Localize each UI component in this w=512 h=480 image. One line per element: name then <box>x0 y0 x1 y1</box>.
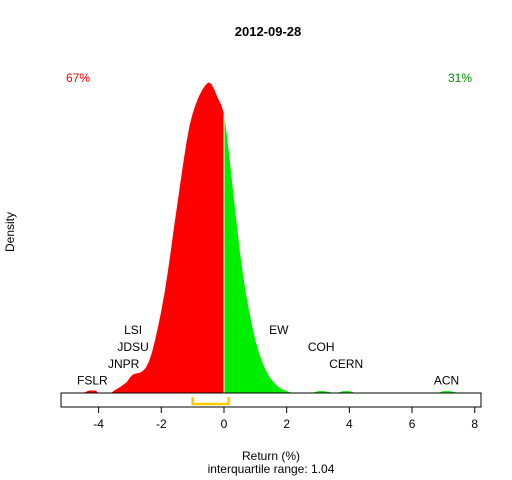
x-tick-label: -2 <box>156 417 167 431</box>
x-tick-label: 8 <box>471 417 478 431</box>
left-percentage: 67% <box>66 71 90 85</box>
x-tick-label: 4 <box>346 417 353 431</box>
ticker-label: COH <box>308 340 335 354</box>
x-tick-label: 0 <box>221 417 228 431</box>
x-axis-label: Return (%) <box>242 449 300 463</box>
ticker-label: ACN <box>434 373 459 387</box>
chart-title: 2012-09-28 <box>235 24 302 39</box>
negative-return-area <box>82 82 224 393</box>
x-axis: -4 -2 0 2 4 6 8 <box>93 406 478 431</box>
ticker-label: CERN <box>329 357 363 371</box>
iqr-bracket <box>191 397 230 406</box>
ticker-label: LSI <box>124 323 142 337</box>
ticker-label: JNPR <box>108 357 140 371</box>
right-percentage: 31% <box>448 71 472 85</box>
ticker-label: EW <box>269 323 289 337</box>
plot-frame <box>60 392 482 408</box>
ticker-label: FSLR <box>77 373 108 387</box>
positive-return-area <box>223 113 463 393</box>
interquartile-range-label: interquartile range: 1.04 <box>208 462 335 476</box>
x-tick-label: 6 <box>409 417 416 431</box>
y-axis-label: Density <box>3 212 17 252</box>
x-tick-label: -4 <box>93 417 104 431</box>
x-tick-label: 2 <box>283 417 290 431</box>
ticker-label: JDSU <box>117 340 148 354</box>
